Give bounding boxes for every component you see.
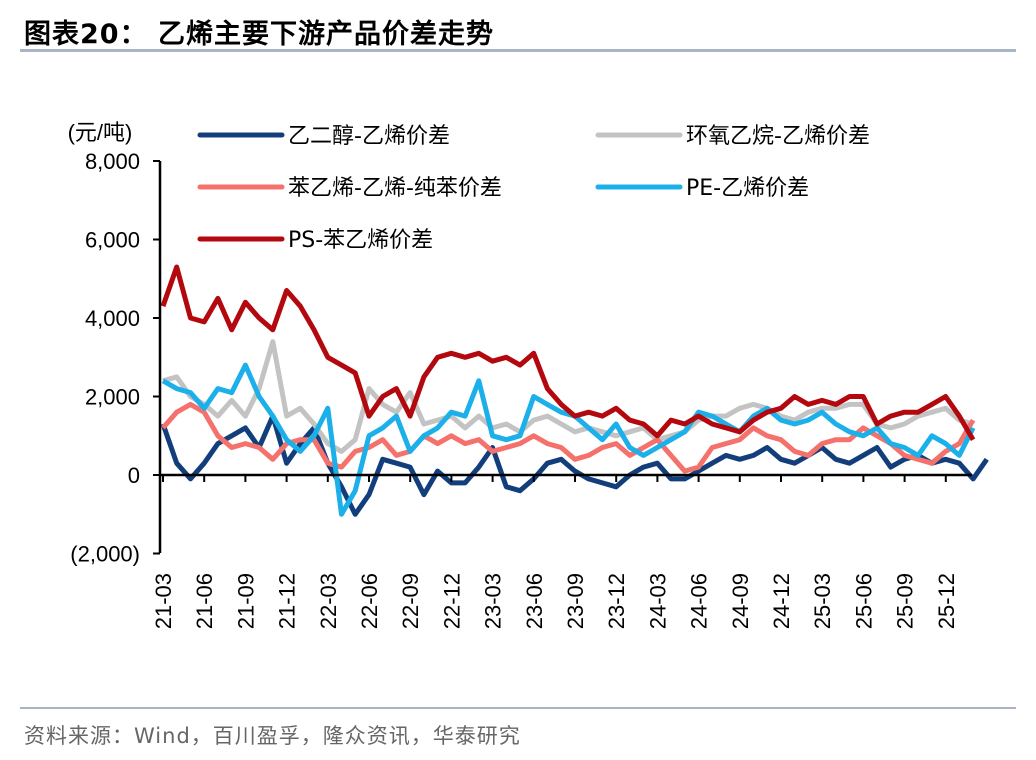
series-line-1 <box>162 339 974 454</box>
x-tick-label: 25-06 <box>851 573 876 629</box>
x-tick-label: 23-12 <box>604 573 629 629</box>
x-tick-label: 21-03 <box>151 573 176 629</box>
x-tick-label: 24-06 <box>687 573 712 629</box>
y-tick-label: 2,000 <box>85 385 140 410</box>
legend-label-0: 乙二醇-乙烯价差 <box>288 124 450 149</box>
x-tick-label: 23-09 <box>563 573 588 629</box>
x-tick-label: 25-09 <box>893 573 918 629</box>
x-tick-label: 23-06 <box>522 573 547 629</box>
legend-label-2: 苯乙烯-乙烯-纯苯价差 <box>288 176 502 201</box>
x-tick-label: 23-03 <box>481 573 506 629</box>
series-line-3 <box>161 362 976 517</box>
x-tick-label: 25-12 <box>934 573 959 629</box>
axes-layer: (2,000) 0 2,000 4,000 6,000 8,000 21-03 21-06 21… <box>70 149 972 629</box>
x-tick-label: 22-03 <box>316 573 341 629</box>
chart-title: 图表20： 乙烯主要下游产品价差走势 <box>24 19 494 50</box>
legend-label-3: PE-乙烯价差 <box>686 176 809 201</box>
y-tick-label: 8,000 <box>85 149 140 174</box>
source-note: 资料来源：Wind，百川盈孚，隆众资讯，华泰研究 <box>24 724 521 748</box>
y-tick-label: 6,000 <box>85 228 140 253</box>
x-tick-label: 21-12 <box>275 573 300 629</box>
legend-label-4: PS-苯乙烯价差 <box>288 228 433 253</box>
series-line-2 <box>161 401 976 474</box>
x-tick-label: 25-03 <box>810 573 835 629</box>
x-tick-label: 22-06 <box>357 573 382 629</box>
y-tick-label: (2,000) <box>70 542 140 567</box>
y-tick-label: 4,000 <box>85 306 140 331</box>
series-line-4 <box>160 264 976 441</box>
x-tick-label: 24-12 <box>769 573 794 629</box>
source-divider <box>20 707 1016 709</box>
series-line-0 <box>160 413 989 517</box>
series-layer <box>160 264 989 517</box>
x-tick-label: 24-09 <box>728 573 753 629</box>
legend-label-1: 环氧乙烷-乙烯价差 <box>686 124 870 149</box>
x-tick-label: 22-09 <box>398 573 423 629</box>
x-tick-label: 21-09 <box>233 573 258 629</box>
title-divider <box>20 49 1016 52</box>
y-axis-unit: (元/吨) <box>68 120 133 145</box>
y-tick-label: 0 <box>128 463 140 488</box>
x-tick-label: 24-03 <box>645 573 670 629</box>
x-tick-label: 21-06 <box>192 573 217 629</box>
x-tick-label: 22-12 <box>439 573 464 629</box>
